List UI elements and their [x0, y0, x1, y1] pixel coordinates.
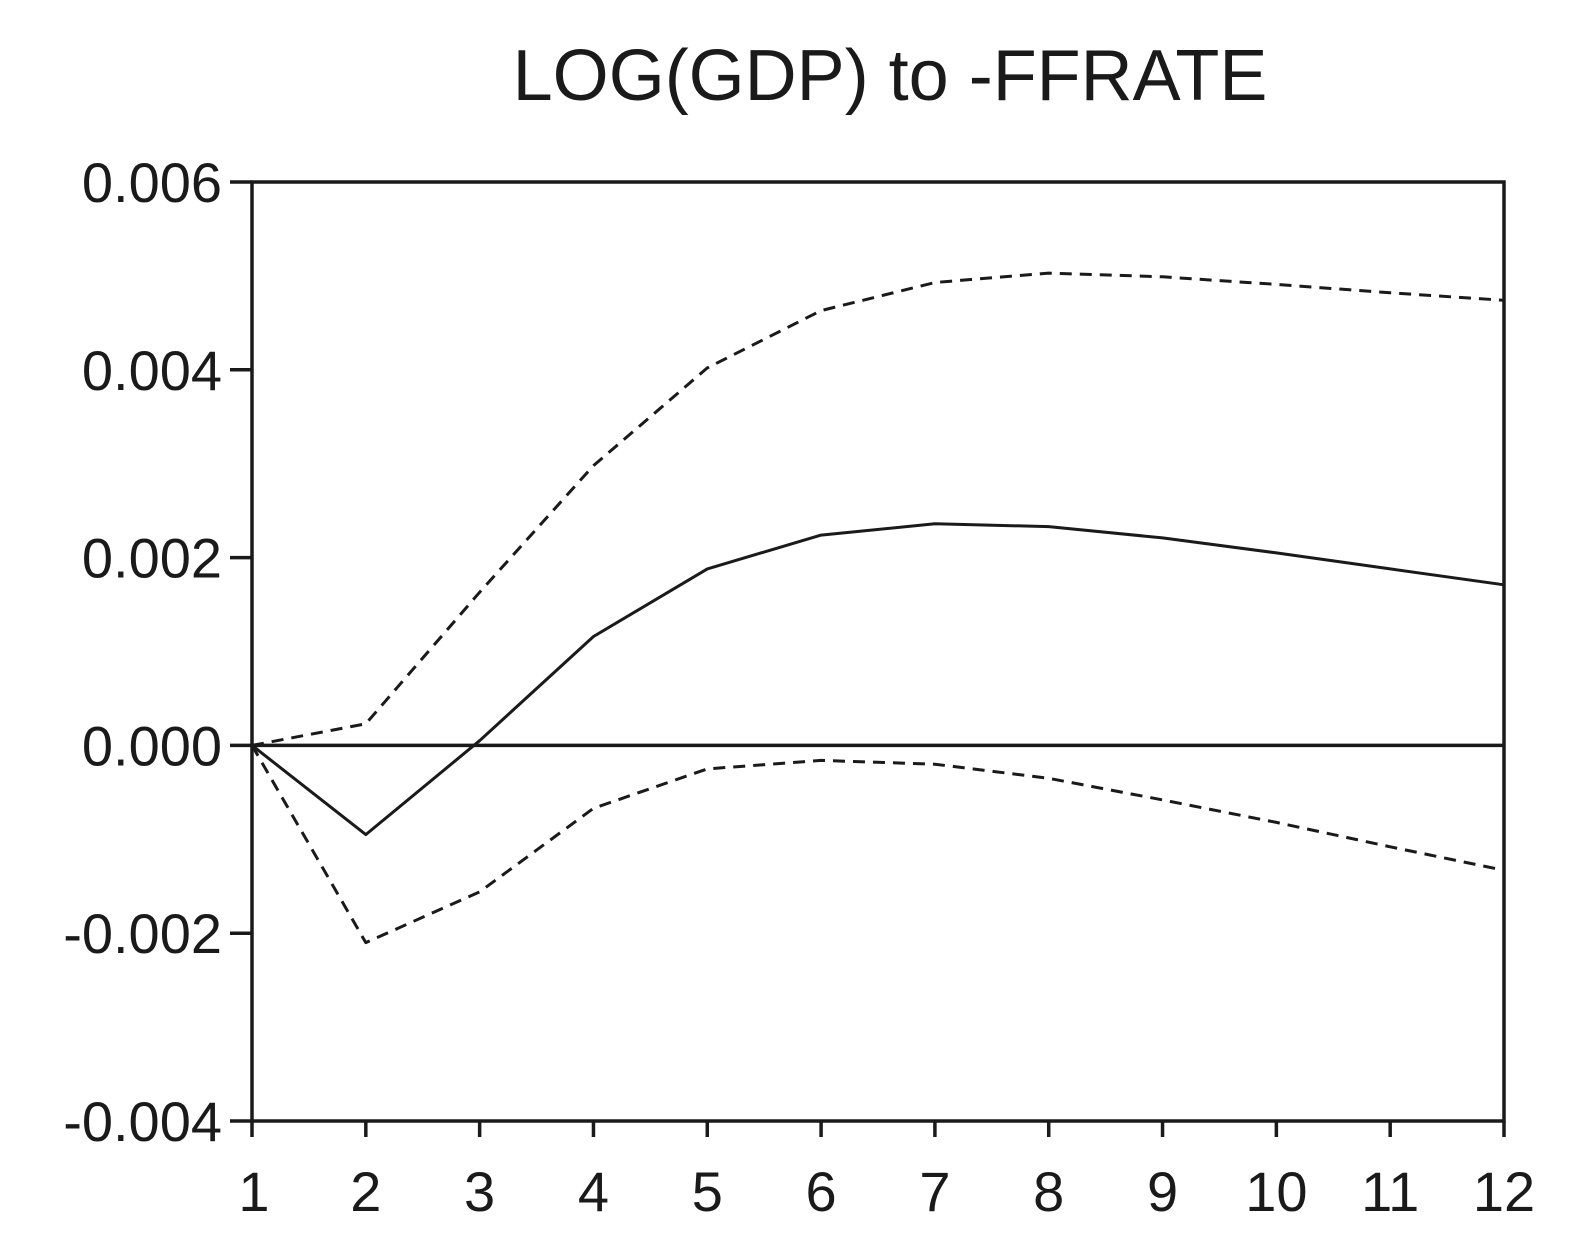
x-tick-label: 12: [1473, 1160, 1535, 1223]
y-tick-label: -0.002: [63, 902, 222, 965]
x-tick-label: 7: [919, 1160, 950, 1223]
y-tick-label: 0.004: [82, 339, 222, 402]
x-tick-label: 6: [806, 1160, 837, 1223]
lower-band-line: [250, 744, 1505, 945]
x-tick-label: 5: [692, 1160, 723, 1223]
x-tick-label: 1: [238, 1160, 269, 1223]
x-tick-label: 11: [1361, 1160, 1419, 1223]
x-tick-label: 2: [350, 1160, 381, 1223]
y-tick-label: -0.004: [63, 1090, 222, 1153]
chart-title: LOG(GDP) to -FFRATE: [513, 36, 1268, 116]
y-tick-label: 0.000: [82, 714, 222, 777]
x-tick-label: 9: [1147, 1160, 1178, 1223]
x-tick-label: 10: [1245, 1160, 1307, 1223]
y-tick-label: 0.002: [82, 527, 222, 590]
x-tick-label: 8: [1033, 1160, 1064, 1223]
x-tick-label: 4: [578, 1160, 609, 1223]
upper-band-line: [251, 271, 1505, 747]
x-tick-label: 3: [464, 1160, 495, 1223]
response-line: [251, 522, 1505, 837]
y-tick-label: 0.006: [82, 151, 222, 214]
plot-frame: [250, 180, 1506, 1123]
